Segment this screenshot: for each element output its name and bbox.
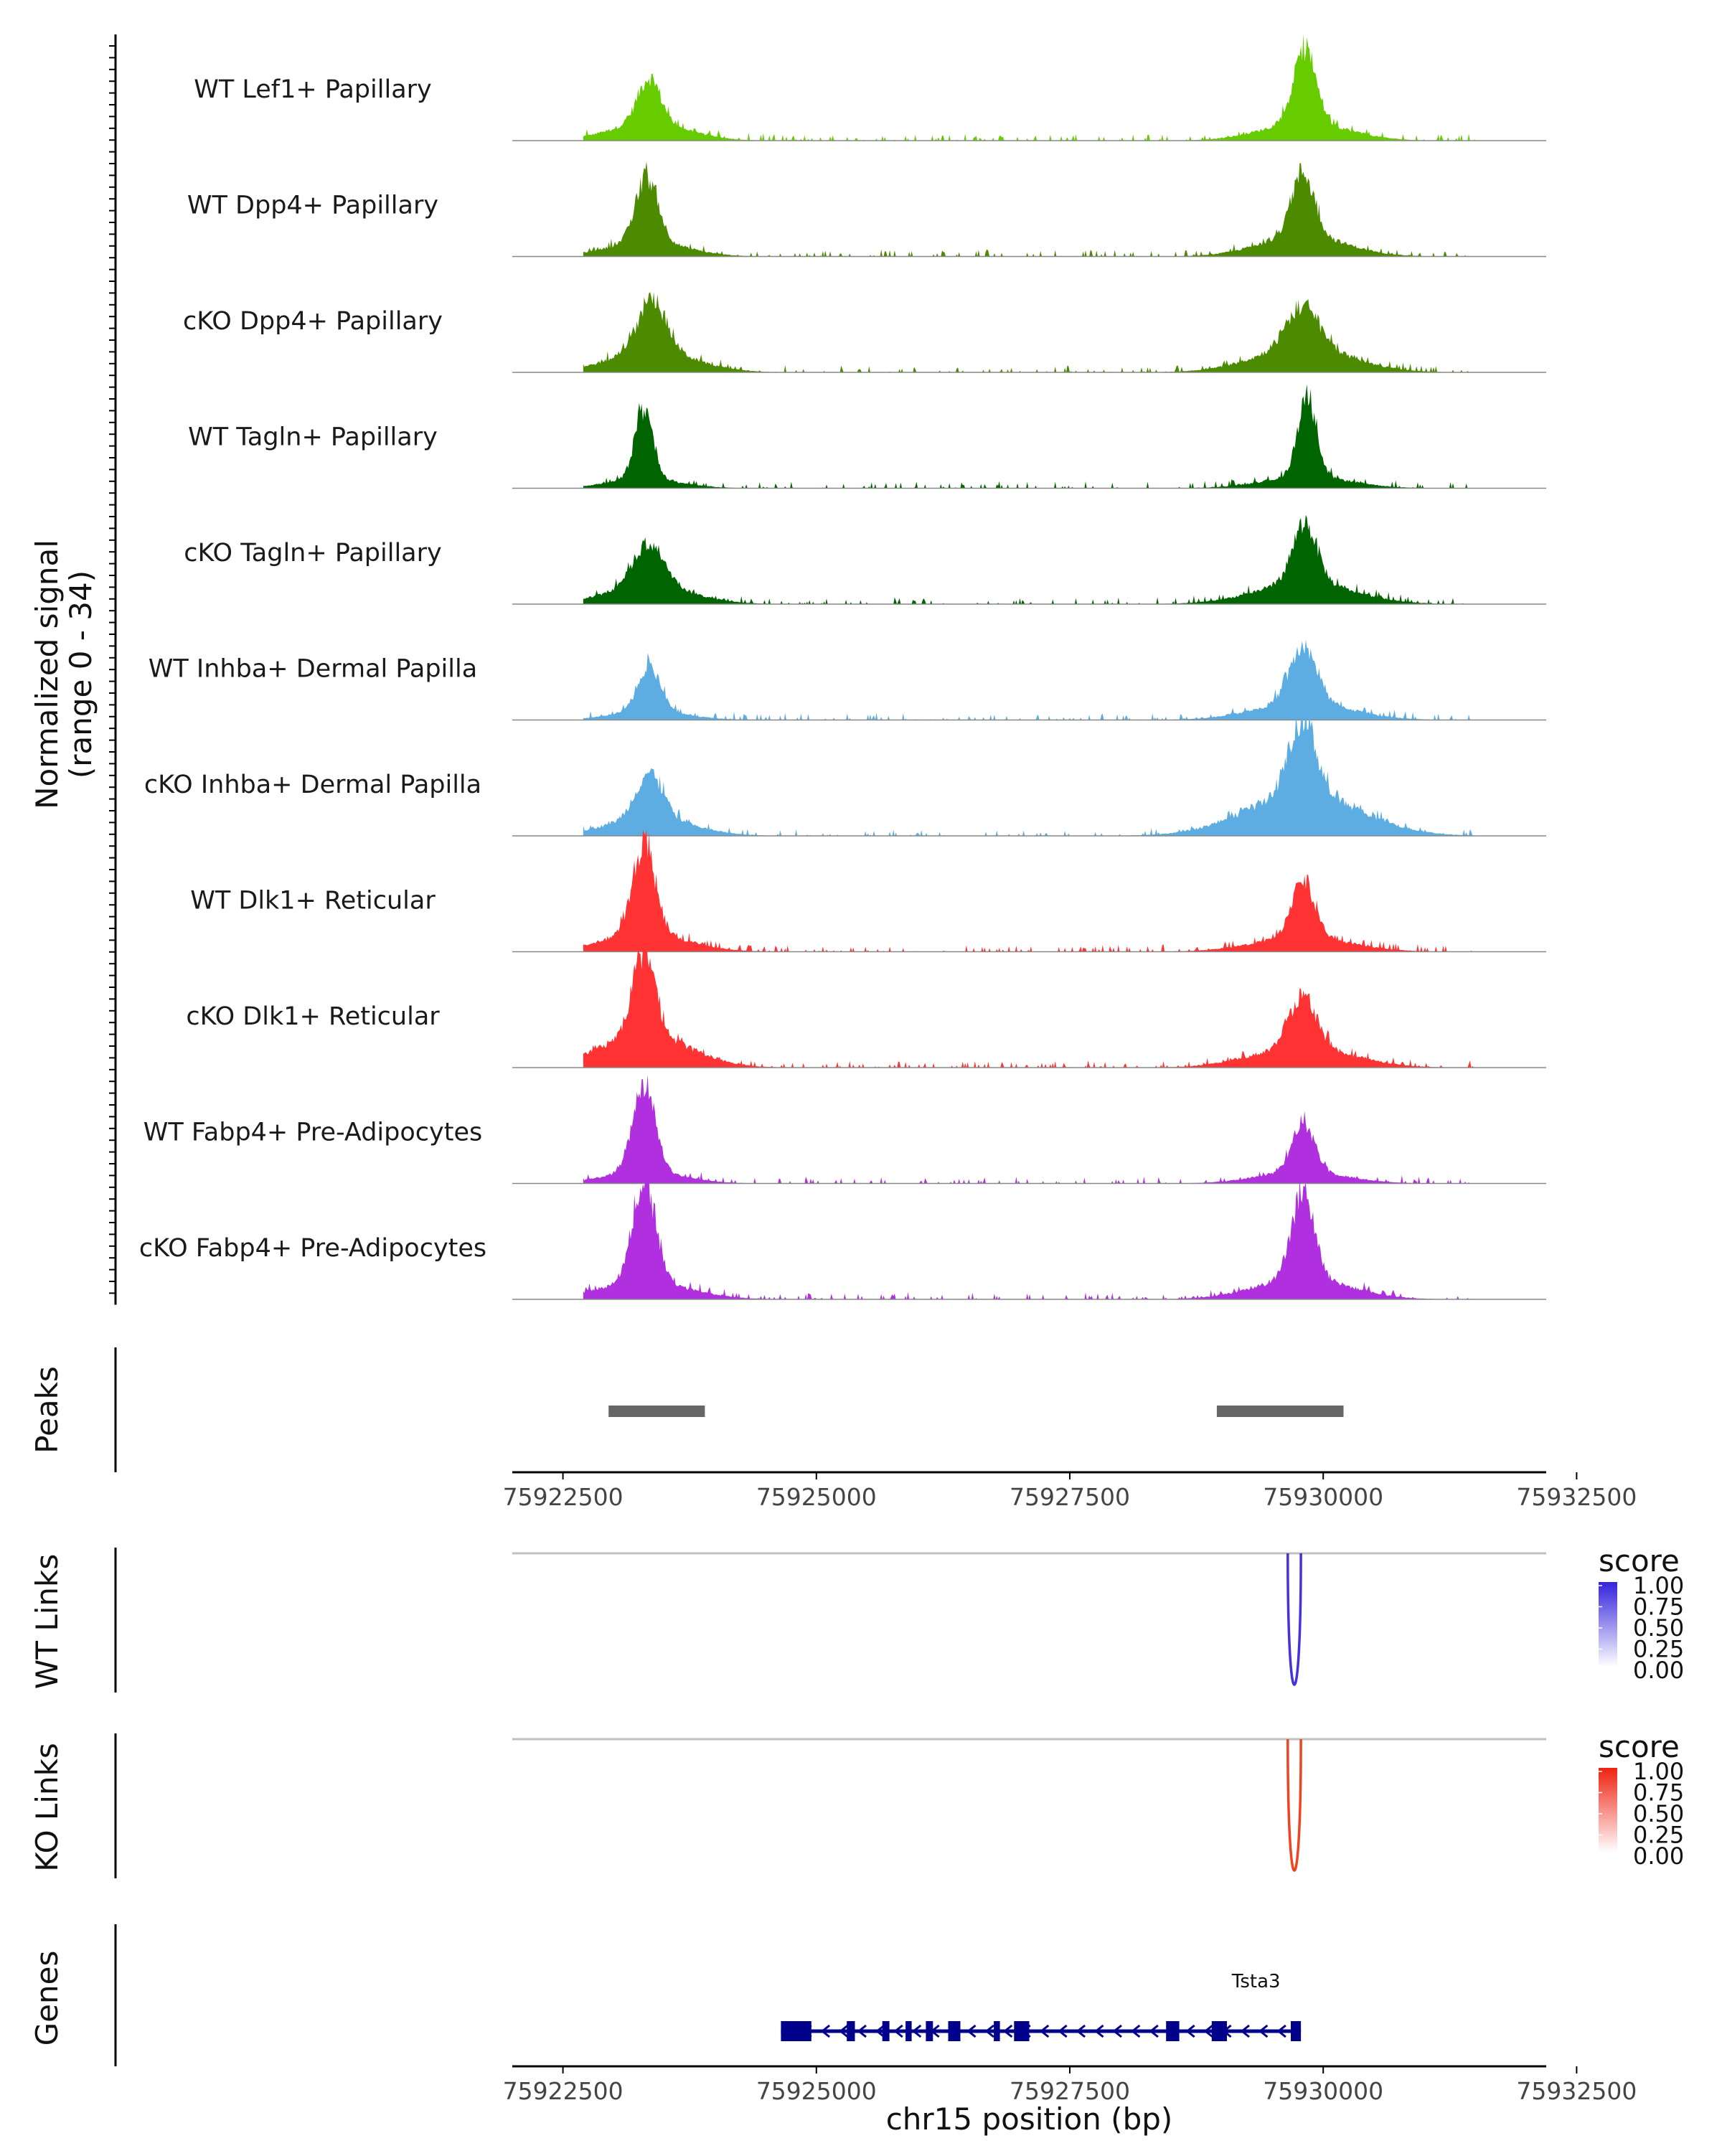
- peaks-panel-label: Peaks: [29, 1366, 65, 1454]
- track-label: WT Dpp4+ Papillary: [187, 192, 438, 220]
- gene-exon: [905, 2021, 912, 2041]
- coverage-area: [583, 1167, 1475, 1299]
- peak-region-bar: [608, 1406, 705, 1417]
- strand-arrow: [1258, 2024, 1269, 2038]
- strand-arrow: [1185, 2024, 1195, 2038]
- legend-colorbar-wt: [1599, 1582, 1617, 1667]
- track-label: WT Inhba+ Dermal Papilla: [149, 655, 477, 684]
- legend-colorbar-ko: [1599, 1768, 1617, 1853]
- strand-arrow: [1002, 2024, 1013, 2038]
- track-label: WT Lef1+ Papillary: [194, 75, 432, 104]
- coverage-area: [583, 937, 1475, 1068]
- coverage-area: [583, 384, 1475, 489]
- x-tick-label: 75927500: [1010, 1483, 1130, 1511]
- legend-tick-label-ko: 0.25: [1633, 1822, 1684, 1849]
- strand-arrow: [1203, 2024, 1214, 2038]
- strand-arrow: [1058, 2024, 1068, 2038]
- legend-tick-label-ko: 1.00: [1633, 1758, 1684, 1785]
- coverage-area: [583, 34, 1475, 141]
- strand-arrow: [875, 2024, 885, 2038]
- x-tick-label-bottom: 75932500: [1516, 2077, 1637, 2105]
- strand-arrow: [911, 2024, 922, 2038]
- strand-arrow: [1112, 2024, 1122, 2038]
- strand-arrow: [857, 2024, 867, 2038]
- gene-exon: [948, 2021, 961, 2041]
- gene-name-label: Tsta3: [1231, 1971, 1281, 1992]
- gene-exon: [1291, 2021, 1302, 2041]
- strand-arrow: [1130, 2024, 1141, 2038]
- gene-exon: [781, 2021, 811, 2041]
- legend-tick-label-ko: 0.75: [1633, 1779, 1684, 1807]
- legend-tick-label-ko: 0.50: [1633, 1800, 1684, 1827]
- strand-arrow: [1094, 2024, 1104, 2038]
- track-label: cKO Tagln+ Papillary: [184, 539, 442, 568]
- legend-tick-label-ko: 0.00: [1633, 1842, 1684, 1870]
- strand-arrow: [1149, 2024, 1159, 2038]
- legend-tick-label-wt: 1.00: [1633, 1572, 1684, 1599]
- coverage-area: [583, 1075, 1475, 1184]
- links-panel-label-ko: KO Links: [29, 1743, 65, 1872]
- track-label: WT Fabp4+ Pre-Adipocytes: [144, 1119, 482, 1147]
- x-tick-label: 75922500: [503, 1483, 624, 1511]
- links-panel-label-wt: WT Links: [29, 1554, 65, 1689]
- track-label: cKO Inhba+ Dermal Papilla: [144, 771, 481, 799]
- x-tick-label: 75932500: [1516, 1483, 1637, 1511]
- legend-tick-label-wt: 0.50: [1633, 1614, 1684, 1642]
- x-tick-label-bottom: 75927500: [1010, 2077, 1130, 2105]
- coverage-area: [583, 514, 1475, 604]
- x-tick-label-bottom: 75925000: [756, 2077, 877, 2105]
- x-tick-label: 75930000: [1263, 1483, 1383, 1511]
- gene-exon: [847, 2021, 855, 2041]
- x-tick-label: 75925000: [756, 1483, 877, 1511]
- strand-arrow: [820, 2024, 831, 2038]
- legend-tick-label-wt: 0.00: [1633, 1657, 1684, 1684]
- track-label: WT Dlk1+ Reticular: [190, 887, 436, 915]
- gene-exon: [926, 2021, 933, 2041]
- coverage-area: [583, 639, 1475, 720]
- gene-exon: [1014, 2021, 1030, 2041]
- coverage-area: [583, 829, 1475, 952]
- link-arc-wt: [1286, 1553, 1302, 1686]
- legend-tick-label-wt: 0.75: [1633, 1594, 1684, 1621]
- legend-tick-label-wt: 0.25: [1633, 1636, 1684, 1663]
- coverage-y-label-line2: (range 0 - 34): [63, 570, 98, 778]
- track-label: cKO Fabp4+ Pre-Adipocytes: [139, 1234, 486, 1263]
- link-arc-ko: [1286, 1738, 1302, 1872]
- x-tick-label-bottom: 75930000: [1263, 2077, 1383, 2105]
- track-label: cKO Dlk1+ Reticular: [186, 1002, 440, 1031]
- coverage-area: [583, 702, 1475, 836]
- genes-panel-label: Genes: [29, 1951, 65, 2046]
- strand-arrow: [1276, 2024, 1286, 2038]
- track-label: WT Tagln+ Papillary: [188, 423, 438, 452]
- strand-arrow: [966, 2024, 977, 2038]
- strand-arrow: [1240, 2024, 1250, 2038]
- gene-exon: [882, 2021, 890, 2041]
- gene-exon: [994, 2021, 1000, 2041]
- strand-arrow: [839, 2024, 849, 2038]
- coverage-y-label-line1: Normalized signal: [29, 540, 65, 809]
- gene-exon: [1211, 2021, 1227, 2041]
- coverage-area: [583, 161, 1475, 257]
- coverage-area: [583, 291, 1475, 372]
- gene-exon: [1166, 2021, 1180, 2041]
- strand-arrow: [1039, 2024, 1050, 2038]
- x-axis-title: chr15 position (bp): [886, 2101, 1173, 2137]
- x-tick-label-bottom: 75922500: [503, 2077, 624, 2105]
- strand-arrow: [1076, 2024, 1086, 2038]
- track-label: cKO Dpp4+ Papillary: [183, 307, 443, 336]
- strand-arrow: [984, 2024, 994, 2038]
- strand-arrow: [893, 2024, 903, 2038]
- legend-title-wt: score: [1599, 1543, 1680, 1578]
- legend-title-ko: score: [1599, 1729, 1680, 1764]
- peak-region-bar: [1216, 1406, 1344, 1417]
